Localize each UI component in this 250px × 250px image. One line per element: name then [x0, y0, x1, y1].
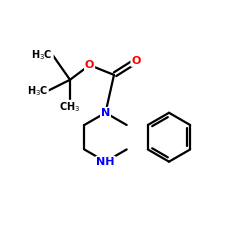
- Text: H$_3$C: H$_3$C: [26, 84, 48, 98]
- Text: NH: NH: [96, 157, 115, 167]
- Text: O: O: [131, 56, 141, 66]
- Text: H$_3$C: H$_3$C: [32, 48, 53, 62]
- Text: O: O: [85, 60, 94, 70]
- Text: CH$_3$: CH$_3$: [60, 100, 80, 114]
- Text: N: N: [101, 108, 110, 118]
